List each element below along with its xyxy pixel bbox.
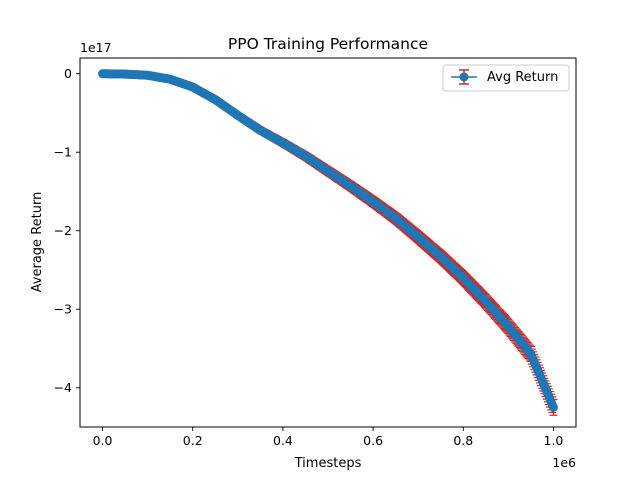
x-tick-label: 1.0 [544, 433, 564, 448]
error-bars [98, 73, 558, 416]
data-point [548, 402, 558, 412]
series-avg-return [98, 69, 558, 412]
y-tick-label: −1 [54, 145, 72, 160]
x-tick-label: 0.8 [453, 433, 473, 448]
legend-marker [459, 72, 469, 82]
plot-frame [79, 57, 577, 428]
x-axis-ticks: 0.0 0.2 0.4 0.6 0.8 1.0 [93, 427, 564, 448]
error-bar-path [98, 73, 558, 416]
x-tick-label: 0.4 [273, 433, 293, 448]
y-tick-label: −3 [54, 302, 72, 317]
chart-title: PPO Training Performance [228, 35, 428, 53]
y-axis-ticks: 0 −1 −2 −3 −4 [54, 66, 80, 395]
x-tick-label: 0.6 [363, 433, 383, 448]
legend-label: Avg Return [487, 70, 558, 85]
x-offset-label: 1e6 [552, 455, 576, 470]
x-axis-label: Timesteps [294, 456, 362, 471]
series-line [102, 72, 555, 408]
legend: Avg Return [442, 64, 570, 92]
y-tick-label: −4 [54, 380, 72, 395]
y-tick-label: −2 [54, 223, 72, 238]
y-tick-label: 0 [64, 66, 72, 81]
y-offset-label: 1e17 [80, 40, 112, 55]
x-tick-label: 0.0 [93, 433, 113, 448]
x-tick-label: 0.2 [183, 433, 203, 448]
y-axis-label: Average Return [30, 192, 45, 293]
legend-box [442, 64, 570, 92]
